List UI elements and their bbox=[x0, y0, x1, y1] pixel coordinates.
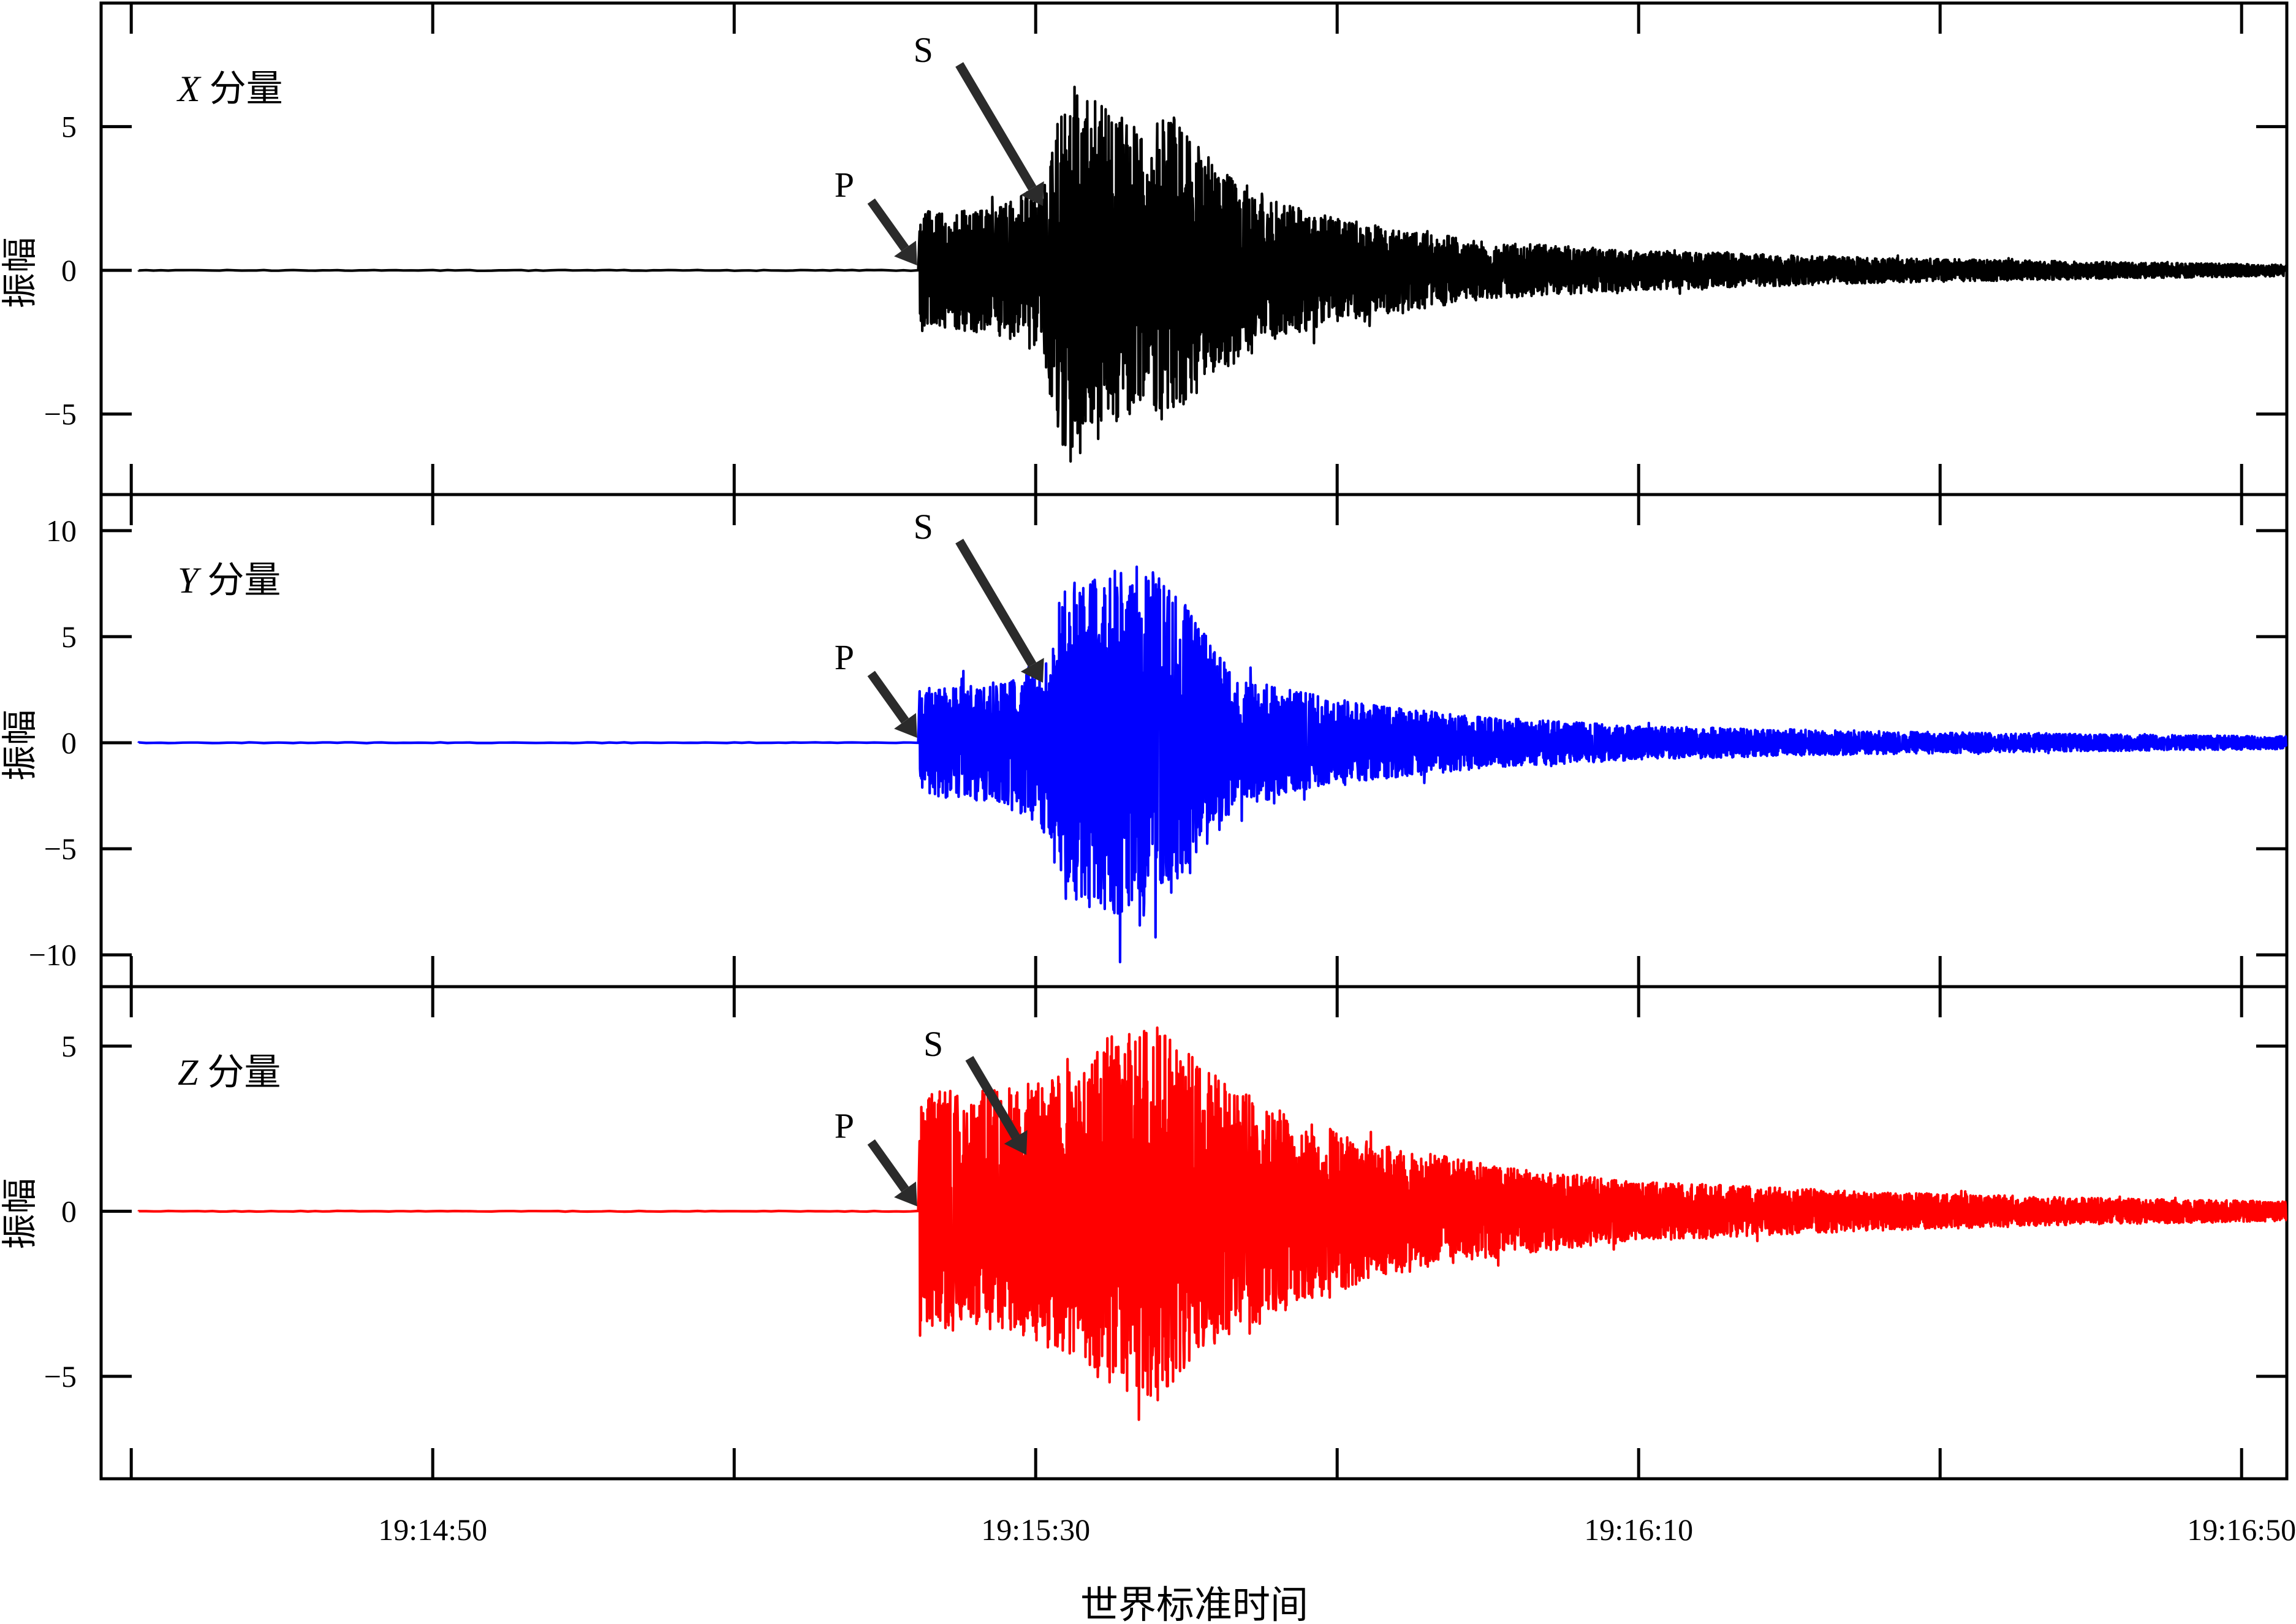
s-phase-label: S bbox=[914, 30, 933, 70]
y-tick-label: 10 bbox=[46, 514, 77, 548]
y-axis-label: 振幅 bbox=[0, 710, 40, 781]
s-phase-arrow-shaft bbox=[955, 62, 1037, 191]
p-phase-label: P bbox=[835, 1106, 854, 1145]
p-phase-arrow-shaft bbox=[867, 198, 909, 251]
y-tick-label: −10 bbox=[29, 938, 77, 972]
p-phase-arrow-shaft bbox=[867, 1139, 909, 1193]
y-tick-label: 5 bbox=[61, 620, 77, 654]
y-tick-label: 5 bbox=[61, 1029, 77, 1063]
s-phase-arrow-shaft bbox=[955, 539, 1037, 667]
s-phase-label: S bbox=[914, 507, 933, 547]
y-tick-label: 0 bbox=[61, 726, 77, 760]
y-tick-label: −5 bbox=[44, 397, 77, 431]
p-phase-label: P bbox=[835, 165, 854, 205]
y-tick-label: 0 bbox=[61, 253, 77, 287]
x-tick-label: 19:15:30 bbox=[981, 1512, 1090, 1547]
y-axis-label: 振幅 bbox=[0, 1178, 40, 1249]
p-phase-arrow-head bbox=[894, 1182, 917, 1207]
y-axis-label: 振幅 bbox=[0, 237, 40, 308]
waveform-x bbox=[137, 85, 2288, 463]
panel-frame bbox=[99, 985, 2289, 1481]
x-axis-label: 世界标准时间 bbox=[1080, 1585, 1308, 1624]
p-phase-arrow-head bbox=[894, 713, 917, 738]
s-phase-label: S bbox=[923, 1024, 943, 1064]
p-phase-arrow-head bbox=[894, 240, 917, 266]
s-phase-arrow-shaft bbox=[965, 1056, 1020, 1140]
s-phase-arrow-head bbox=[1004, 1130, 1028, 1155]
y-tick-label: −5 bbox=[44, 1359, 77, 1394]
y-tick-label: −5 bbox=[44, 832, 77, 866]
x-tick-label: 19:14:50 bbox=[378, 1512, 487, 1547]
y-tick-label: 0 bbox=[61, 1194, 77, 1228]
s-phase-arrow-head bbox=[1020, 658, 1044, 683]
waveform-y bbox=[137, 565, 2288, 964]
panel-x: −5 0 5 振幅 X 分量 P S bbox=[0, 1, 2289, 496]
component-label: X 分量 bbox=[176, 69, 283, 109]
x-tick-label: 19:16:50 bbox=[2187, 1512, 2296, 1547]
x-tick-label: 19:16:10 bbox=[1584, 1512, 1693, 1547]
component-label: Y 分量 bbox=[178, 560, 281, 601]
component-label: Z 分量 bbox=[178, 1052, 281, 1093]
s-phase-arrow-head bbox=[1020, 181, 1044, 207]
panel-z: −5 0 5 振幅 Z 分量 P S bbox=[0, 985, 2289, 1481]
panels-group: −5 0 5 振幅 X 分量 P S −10 −5 0 5 10 振幅 Y 分量 P S −5 0 5 振幅 Z 分量 P… bbox=[0, 1, 2296, 1547]
panel-y: −10 −5 0 5 10 振幅 Y 分量 P S bbox=[0, 493, 2289, 988]
waveform-z bbox=[137, 1026, 2287, 1421]
p-phase-arrow-shaft bbox=[867, 670, 909, 724]
p-phase-label: P bbox=[835, 637, 854, 677]
y-tick-label: 5 bbox=[61, 110, 77, 144]
